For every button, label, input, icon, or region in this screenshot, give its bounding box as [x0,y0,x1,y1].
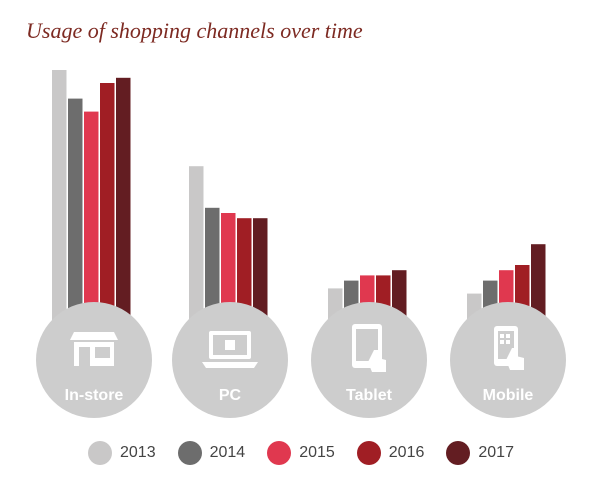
legend-label: 2016 [388,444,425,461]
bar-in-store-2013 [52,70,67,330]
legend-label: 2015 [299,444,335,461]
category-label-in-store: In-store [65,387,124,404]
bar-pc-2013 [189,166,204,330]
category-label-tablet: Tablet [346,387,393,404]
bar-in-store-2014 [68,98,83,330]
legend-item-2014: 2014 [177,441,246,465]
legend-swatch [177,441,202,465]
tablet-touch-icon [352,324,386,372]
legend-swatch [446,441,471,465]
legend-swatch [88,441,112,465]
bar-in-store-2017 [116,77,131,330]
bar-pc-2017 [253,218,268,330]
bars-layer [52,70,546,330]
mobile-touch-icon [494,326,524,370]
legend-item-2015: 2015 [267,441,335,465]
legend-label: 2017 [478,444,514,461]
bar-pc-2014 [205,207,220,330]
legend: 2013 2014 2015 2016 2017 [88,441,536,465]
legend-swatch [267,441,292,465]
bar-chart: In-store PC Tablet Mobil [36,70,566,418]
category-label-mobile: Mobile [483,387,534,404]
chart-title: Usage of shopping channels over time [26,18,363,43]
legend-label: 2014 [209,444,246,461]
category-group-mobile: Mobile [450,302,566,418]
legend-swatch [356,441,381,465]
bar-in-store-2016 [100,83,115,330]
bar-pc-2015 [221,213,236,330]
bar-pc-2016 [237,218,252,330]
category-group-pc: PC [172,302,288,418]
legend-item-2016: 2016 [356,441,425,465]
category-label-pc: PC [219,387,242,404]
store-icon [70,332,118,366]
laptop-icon [202,331,258,368]
category-group-in-store: In-store [36,302,152,418]
legend-label: 2013 [120,444,156,461]
category-group-tablet: Tablet [311,302,427,418]
legend-item-2017: 2017 [446,441,514,465]
category-circle [172,302,288,418]
legend-item-2013: 2013 [88,441,156,465]
bar-in-store-2015 [84,111,99,330]
